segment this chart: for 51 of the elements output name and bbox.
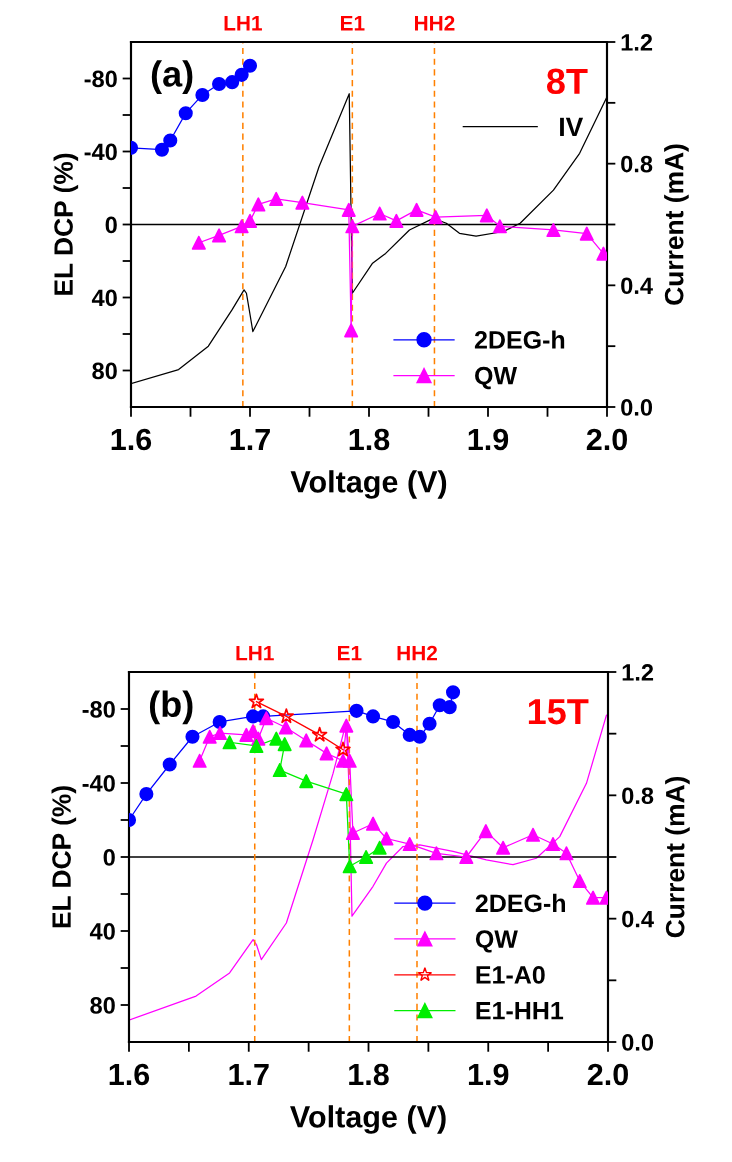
- x-tick-label: 1.7: [230, 428, 270, 450]
- annotation: (b): [149, 690, 193, 725]
- y-tick-label: 40: [89, 923, 115, 940]
- legend-label: IV: [560, 117, 584, 136]
- ref-line-label: E1: [340, 16, 365, 31]
- x-axis-title: Voltage (V): [290, 470, 447, 499]
- ref-line-label: HH2: [415, 15, 455, 31]
- y2-axis-title: Current (mA): [664, 144, 689, 305]
- ref-line-label: LH1: [224, 16, 262, 31]
- y2-tick-label: 0.4: [622, 910, 654, 928]
- y-tick-label: -80: [82, 701, 115, 718]
- y-axis-title: EL DCP (%): [51, 786, 77, 928]
- y2-tick-label: 0.4: [621, 277, 653, 295]
- legend-label: 2DEG-h: [475, 893, 565, 913]
- x-tick-label: 1.9: [468, 428, 509, 451]
- y-axis-title: EL DCP (%): [53, 153, 79, 295]
- annotation: (a): [151, 60, 193, 94]
- annotation: 8T: [546, 68, 588, 95]
- y-tick-label: 80: [90, 997, 115, 1014]
- legend-label: QW: [475, 930, 518, 953]
- legend-label: E1-A0: [476, 966, 545, 984]
- y2-tick-label: 0.0: [622, 1034, 654, 1051]
- ref-line-label: LH1: [236, 645, 274, 661]
- x-axis-title: Voltage (V): [290, 1105, 446, 1134]
- x-tick-label: 1.8: [349, 1063, 389, 1086]
- legend-label: E1-HH1: [476, 1002, 564, 1020]
- x-tick-label: 1.6: [109, 1063, 150, 1086]
- y2-tick-label: 0.8: [621, 155, 653, 173]
- ref-line-label: HH2: [397, 645, 437, 661]
- x-tick-label: 1.6: [111, 428, 152, 451]
- y2-tick-label: 0.0: [621, 399, 653, 416]
- y-tick-label: 80: [92, 362, 117, 380]
- y-tick-label: 0: [105, 216, 117, 234]
- x-tick-label: 1.8: [349, 428, 390, 451]
- x-tick-label: 2.0: [587, 1063, 628, 1086]
- y2-tick-label: 1.2: [621, 34, 653, 51]
- y2-axis-title: Current (mA): [665, 776, 690, 938]
- y2-tick-label: 0.8: [622, 787, 654, 805]
- x-tick-label: 1.9: [468, 1063, 509, 1086]
- legend-label: 2DEG-h: [474, 330, 565, 349]
- legend-label: QW: [475, 366, 518, 390]
- y-tick-label: 40: [91, 289, 117, 307]
- y-tick-label: -80: [84, 70, 117, 88]
- y-tick-label: -40: [82, 775, 115, 792]
- x-tick-label: 2.0: [586, 428, 627, 451]
- ref-line-label: E1: [337, 645, 362, 661]
- y2-tick-label: 1.2: [622, 664, 654, 681]
- y-tick-label: 0: [103, 849, 115, 866]
- y-tick-label: -40: [84, 143, 117, 161]
- x-tick-label: 1.7: [229, 1063, 269, 1085]
- annotation: 15T: [528, 699, 589, 725]
